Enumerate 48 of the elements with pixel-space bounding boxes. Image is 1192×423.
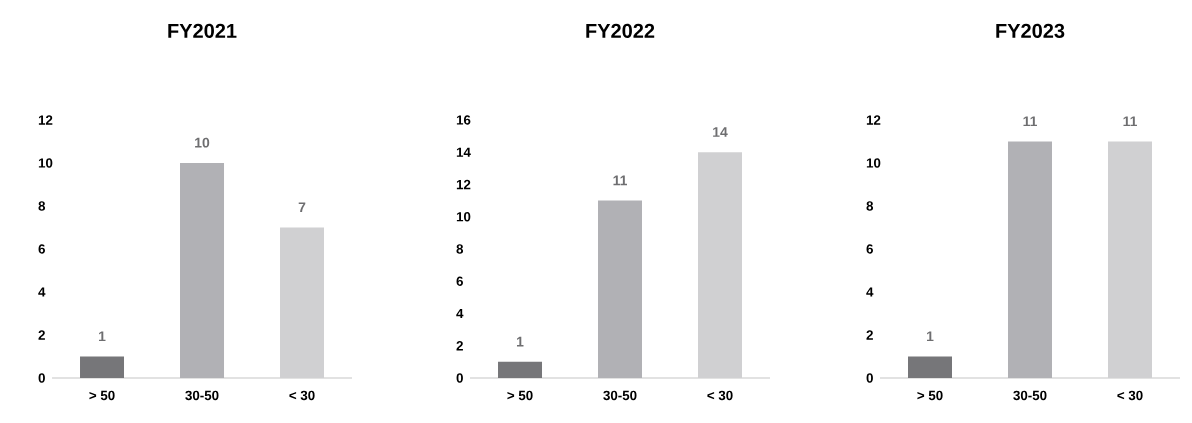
y-tick-label: 12	[866, 115, 881, 125]
x-tick-label: > 50	[89, 390, 115, 401]
y-tick-label: 16	[456, 115, 471, 125]
y-tick-label: 4	[866, 287, 874, 297]
data-label: 1	[99, 331, 106, 342]
data-label: 11	[613, 175, 627, 186]
data-label: 1	[926, 331, 934, 342]
x-tick-label: 30-50	[185, 390, 219, 401]
y-tick-label: 10	[38, 158, 53, 168]
bar	[80, 356, 125, 378]
y-tick-label: 0	[866, 373, 873, 383]
y-tick-label: 10	[456, 212, 471, 222]
bar	[498, 361, 543, 378]
x-tick-label: < 30	[1117, 390, 1143, 401]
y-tick-label: 6	[456, 276, 463, 286]
y-tick-label: 12	[456, 179, 471, 190]
bar	[180, 162, 225, 378]
y-tick-label: 6	[866, 244, 873, 254]
y-tick-label: 12	[38, 115, 53, 125]
chart-title: FY2022	[586, 23, 655, 38]
y-tick-label: 4	[456, 308, 464, 319]
bar	[598, 200, 643, 378]
data-label: 7	[298, 202, 306, 213]
y-tick-label: 4	[38, 287, 46, 297]
data-label: 11	[1023, 116, 1037, 127]
y-tick-label: 6	[38, 244, 45, 254]
data-label: 11	[1123, 116, 1137, 127]
x-tick-label: 30-50	[1013, 390, 1047, 401]
y-tick-label: 8	[456, 244, 464, 254]
y-tick-label: 2	[456, 341, 463, 351]
x-tick-label: 30-50	[603, 390, 637, 401]
chart-title: FY2023	[996, 23, 1065, 38]
y-tick-label: 0	[456, 373, 463, 383]
y-tick-label: 14	[456, 147, 471, 157]
y-tick-label: 2	[866, 330, 873, 340]
data-label: 14	[713, 127, 728, 137]
y-tick-label: 8	[866, 201, 874, 211]
x-tick-label: < 30	[289, 390, 315, 401]
y-tick-label: 0	[38, 373, 45, 383]
x-tick-label: < 30	[707, 390, 733, 401]
x-tick-label: > 50	[507, 390, 533, 401]
y-tick-label: 2	[38, 330, 45, 340]
y-tick-label: 8	[38, 201, 46, 211]
chart-title: FY2021	[168, 23, 237, 38]
data-label: 10	[195, 137, 210, 148]
data-label: 1	[516, 336, 524, 347]
x-tick-label: > 50	[917, 390, 943, 401]
y-tick-label: 10	[866, 158, 881, 168]
